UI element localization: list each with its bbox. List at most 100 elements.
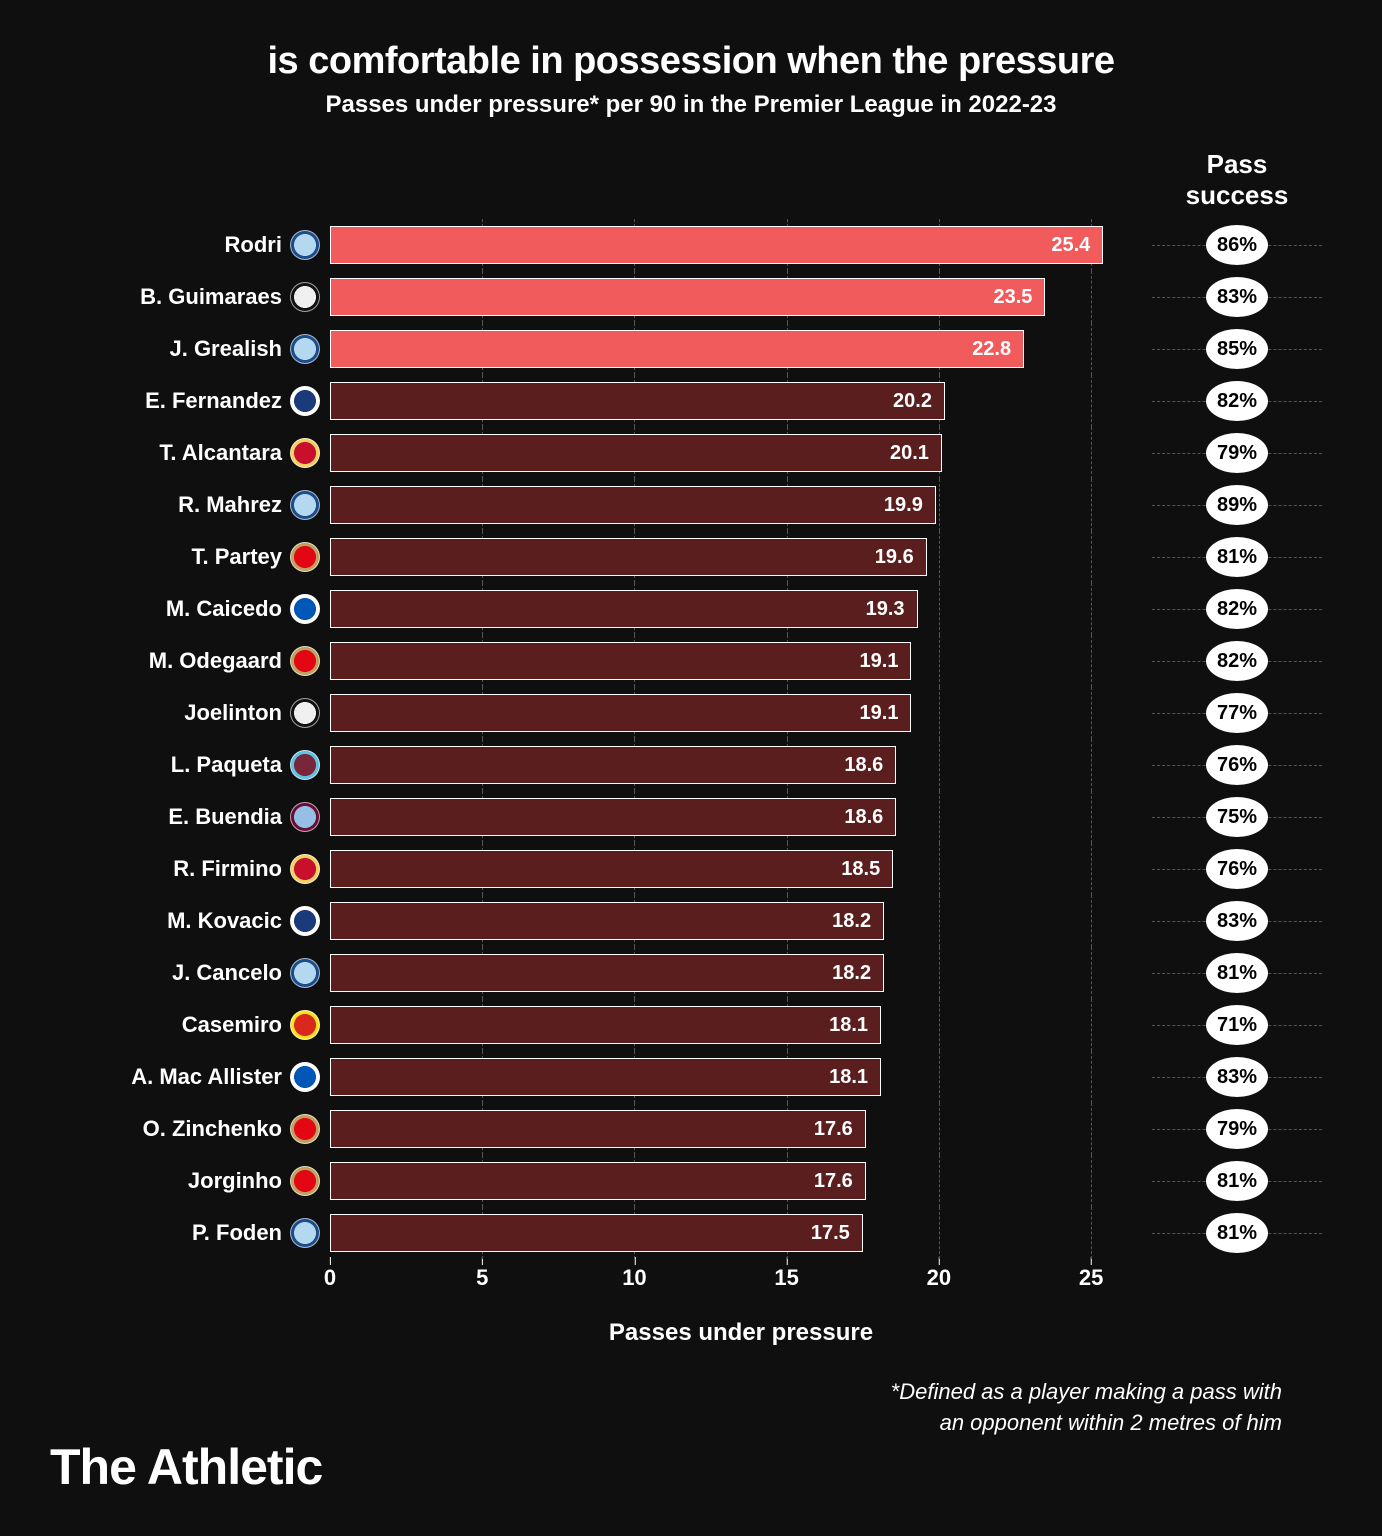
chart-title: is comfortable in possession when the pr… bbox=[60, 40, 1322, 83]
bar-cell: 18.2 bbox=[330, 947, 1152, 999]
bar-value: 18.1 bbox=[829, 1014, 868, 1037]
success-value: 89% bbox=[1206, 485, 1268, 525]
success-value: 83% bbox=[1206, 901, 1268, 941]
success-cell: 81% bbox=[1152, 1213, 1322, 1253]
x-axis: 0510152025 bbox=[100, 1265, 1322, 1301]
bar-cell: 19.3 bbox=[330, 583, 1152, 635]
bar-value: 19.6 bbox=[875, 546, 914, 569]
player-row: R. Mahrez 19.9 89% bbox=[100, 479, 1322, 531]
bar: 19.1 bbox=[330, 694, 911, 732]
success-value: 83% bbox=[1206, 1057, 1268, 1097]
bar-cell: 19.1 bbox=[330, 687, 1152, 739]
success-cell: 89% bbox=[1152, 485, 1322, 525]
player-row: R. Firmino18.576% bbox=[100, 843, 1322, 895]
player-name: R. Mahrez bbox=[100, 492, 290, 518]
header-row: Pass success bbox=[100, 149, 1322, 211]
success-value: 81% bbox=[1206, 953, 1268, 993]
success-cell: 86% bbox=[1152, 225, 1322, 265]
bar-value: 17.6 bbox=[814, 1118, 853, 1141]
x-tick: 25 bbox=[1079, 1265, 1103, 1291]
success-value: 82% bbox=[1206, 641, 1268, 681]
bar-value: 18.2 bbox=[832, 910, 871, 933]
success-value: 76% bbox=[1206, 745, 1268, 785]
player-row: Casemiro 18.1 71% bbox=[100, 999, 1322, 1051]
club-badge-icon bbox=[290, 438, 320, 468]
club-badge-icon bbox=[290, 906, 320, 936]
club-badge-icon bbox=[290, 230, 320, 260]
bar-value: 17.6 bbox=[814, 1170, 853, 1193]
success-value: 71% bbox=[1206, 1005, 1268, 1045]
footnote-line-1: *Defined as a player making a pass with bbox=[891, 1379, 1282, 1404]
bar-cell: 22.8 bbox=[330, 323, 1152, 375]
player-name: B. Guimaraes bbox=[100, 284, 290, 310]
x-tick: 15 bbox=[774, 1265, 798, 1291]
success-cell: 82% bbox=[1152, 641, 1322, 681]
bar-value: 18.6 bbox=[844, 754, 883, 777]
success-cell: 81% bbox=[1152, 537, 1322, 577]
bar-cell: 20.2 bbox=[330, 375, 1152, 427]
chart-container: Pass success Rodri25.486%B. Guimaraes23.… bbox=[100, 149, 1322, 1347]
success-value: 77% bbox=[1206, 693, 1268, 733]
success-cell: 82% bbox=[1152, 381, 1322, 421]
player-row: T. Alcantara20.179% bbox=[100, 427, 1322, 479]
bar-value: 23.5 bbox=[994, 286, 1033, 309]
bar: 22.8 bbox=[330, 330, 1024, 368]
bar-value: 18.5 bbox=[841, 858, 880, 881]
footnote: *Defined as a player making a pass with … bbox=[60, 1377, 1322, 1439]
bar-cell: 17.6 bbox=[330, 1103, 1152, 1155]
player-row: A. Mac Allister18.183% bbox=[100, 1051, 1322, 1103]
player-name: M. Odegaard bbox=[100, 648, 290, 674]
brand-logo: The Athletic bbox=[50, 1438, 322, 1496]
bar: 20.1 bbox=[330, 434, 942, 472]
club-badge-icon bbox=[290, 282, 320, 312]
x-axis-label: Passes under pressure bbox=[160, 1319, 1322, 1347]
bar-value: 22.8 bbox=[972, 338, 1011, 361]
player-row: E. Fernandez20.282% bbox=[100, 375, 1322, 427]
bar: 18.2 bbox=[330, 954, 884, 992]
success-cell: 77% bbox=[1152, 693, 1322, 733]
bar-cell: 20.1 bbox=[330, 427, 1152, 479]
club-badge-icon bbox=[290, 386, 320, 416]
success-cell: 71% bbox=[1152, 1005, 1322, 1045]
bar-value: 19.1 bbox=[860, 702, 899, 725]
success-cell: 79% bbox=[1152, 433, 1322, 473]
bar-cell: 18.6 bbox=[330, 739, 1152, 791]
bar: 19.6 bbox=[330, 538, 927, 576]
player-row: J. Grealish22.885% bbox=[100, 323, 1322, 375]
bar: 18.1 bbox=[330, 1058, 881, 1096]
bar: 18.6 bbox=[330, 798, 896, 836]
player-row: P. Foden17.581% bbox=[100, 1207, 1322, 1259]
success-cell: 85% bbox=[1152, 329, 1322, 369]
success-header: Pass success bbox=[1152, 149, 1322, 211]
success-cell: 76% bbox=[1152, 745, 1322, 785]
bar: 17.6 bbox=[330, 1110, 866, 1148]
bar-cell: 19.6 bbox=[330, 531, 1152, 583]
club-badge-icon bbox=[290, 750, 320, 780]
success-cell: 81% bbox=[1152, 1161, 1322, 1201]
x-tick: 5 bbox=[476, 1265, 488, 1291]
bar: 23.5 bbox=[330, 278, 1045, 316]
player-name: Casemiro bbox=[100, 1012, 290, 1038]
bar: 18.1 bbox=[330, 1006, 881, 1044]
player-row: O. Zinchenko17.679% bbox=[100, 1103, 1322, 1155]
bar: 20.2 bbox=[330, 382, 945, 420]
bar-cell: 17.6 bbox=[330, 1155, 1152, 1207]
success-value: 81% bbox=[1206, 1161, 1268, 1201]
success-value: 81% bbox=[1206, 537, 1268, 577]
success-value: 79% bbox=[1206, 1109, 1268, 1149]
x-tick: 20 bbox=[927, 1265, 951, 1291]
bar-cell: 18.6 bbox=[330, 791, 1152, 843]
success-cell: 83% bbox=[1152, 277, 1322, 317]
club-badge-icon bbox=[290, 1114, 320, 1144]
player-name: J. Cancelo bbox=[100, 960, 290, 986]
bar: 19.9 bbox=[330, 486, 936, 524]
bar-value: 25.4 bbox=[1051, 234, 1090, 257]
success-value: 79% bbox=[1206, 433, 1268, 473]
club-badge-icon bbox=[290, 1218, 320, 1248]
success-cell: 76% bbox=[1152, 849, 1322, 889]
bar-value: 18.1 bbox=[829, 1066, 868, 1089]
success-cell: 79% bbox=[1152, 1109, 1322, 1149]
bar-cell: 18.1 bbox=[330, 1051, 1152, 1103]
club-badge-icon bbox=[290, 698, 320, 728]
player-name: P. Foden bbox=[100, 1220, 290, 1246]
